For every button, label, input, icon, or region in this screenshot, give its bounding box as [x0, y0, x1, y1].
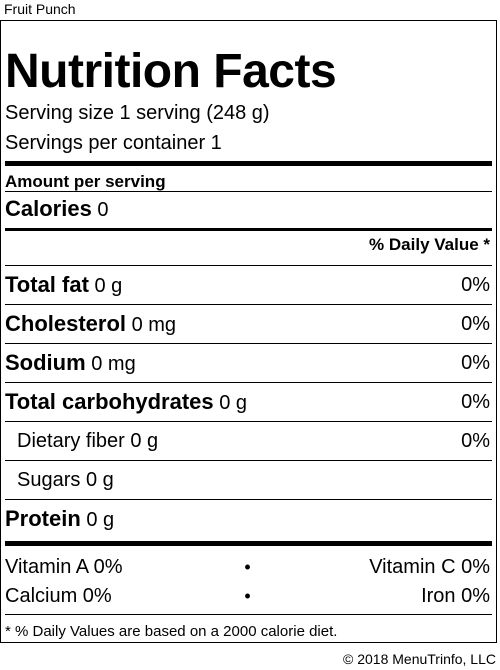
nutrient-amount: 0 g [85, 468, 114, 491]
label-title: Nutrition Facts [5, 45, 337, 98]
nutrient-row: Total fat 0 g 0% [5, 267, 490, 303]
bullet-separator: • [244, 556, 251, 577]
nutrient-amount: 0 mg [131, 314, 177, 336]
nutrient-amount: 0 g [130, 429, 159, 452]
nutrient-amount: 0 g [219, 392, 248, 414]
divider [5, 304, 492, 305]
divider-thick [5, 161, 492, 166]
nutrient-amount: 0 g [94, 275, 123, 297]
dv-header-label: % Daily Value * [369, 235, 490, 254]
amount-per-serving: Amount per serving [5, 172, 166, 191]
nutrient-daily-value: 0% [461, 273, 490, 296]
nutrient-name: Sodium [5, 350, 86, 375]
nutrient-daily-value: 0% [461, 390, 490, 413]
nutrient-row: Protein 0 g [5, 501, 490, 537]
nutrient-amount: 0 mg [91, 353, 136, 375]
vitamin-row: Vitamin A 0% • Vitamin C 0% [5, 554, 490, 580]
nutrient-amount: 0 g [86, 509, 115, 531]
daily-value-header: % Daily Value * [5, 227, 490, 263]
calories-row: Calories 0 [5, 191, 490, 227]
divider [5, 499, 492, 500]
divider [5, 614, 492, 615]
divider [5, 421, 492, 422]
nutrition-label: Nutrition Facts Serving size 1 serving (… [0, 20, 497, 643]
mineral-row: Calcium 0% • Iron 0% [5, 583, 490, 609]
nutrient-name: Dietary fiber [17, 429, 125, 452]
serving-size: Serving size 1 serving (248 g) [5, 102, 270, 124]
vitamin-a: Vitamin A 0% [5, 555, 123, 578]
divider [5, 382, 492, 383]
product-name: Fruit Punch [4, 1, 76, 17]
nutrient-row: Cholesterol 0 mg 0% [5, 306, 490, 342]
nutrient-name: Protein [5, 506, 81, 531]
calories-label: Calories [5, 196, 92, 221]
nutrient-name: Total fat [5, 272, 89, 297]
calcium: Calcium 0% [5, 584, 112, 607]
footnote: * % Daily Values are based on a 2000 cal… [5, 623, 338, 640]
divider [5, 265, 492, 266]
nutrient-row: Sugars 0 g [5, 462, 490, 498]
nutrient-row: Dietary fiber 0 g 0% [5, 423, 490, 459]
servings-per-container: Servings per container 1 [5, 132, 222, 154]
nutrient-name: Total carbohydrates [5, 389, 214, 414]
nutrient-name: Cholesterol [5, 311, 127, 336]
divider-medium [5, 228, 492, 231]
calories-value: 0 [97, 199, 109, 221]
nutrient-row: Total carbohydrates 0 g 0% [5, 384, 490, 420]
divider [5, 343, 492, 344]
nutrient-daily-value: 0% [461, 351, 490, 374]
vitamin-c: Vitamin C 0% [369, 555, 490, 578]
nutrient-name: Sugars [17, 468, 81, 491]
nutrient-daily-value: 0% [461, 312, 490, 335]
divider-thick [5, 541, 492, 546]
divider [5, 460, 492, 461]
iron: Iron 0% [421, 584, 490, 607]
copyright: © 2018 MenuTrinfo, LLC [343, 651, 496, 667]
nutrient-row: Sodium 0 mg 0% [5, 345, 490, 381]
bullet-separator: • [244, 585, 251, 606]
divider [5, 191, 492, 192]
nutrient-daily-value: 0% [461, 429, 490, 452]
